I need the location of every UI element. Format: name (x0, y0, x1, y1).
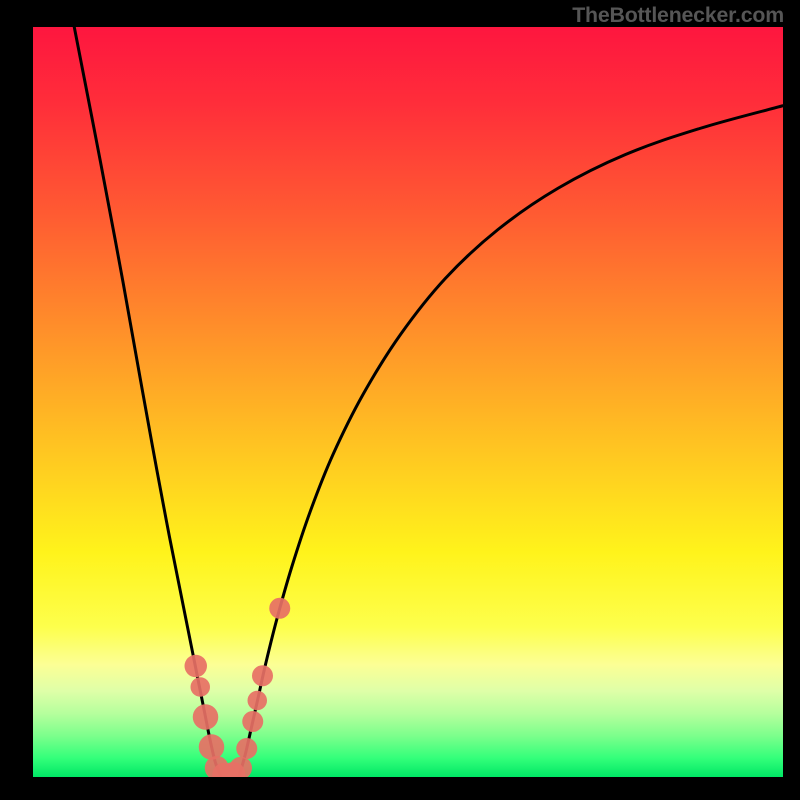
chart-stage: TheBottlenecker.com (0, 0, 800, 800)
data-marker (193, 704, 219, 730)
data-marker (269, 598, 290, 619)
chart-svg (33, 27, 783, 777)
data-marker (230, 757, 253, 777)
data-marker (185, 655, 208, 678)
data-marker (252, 665, 273, 686)
data-marker (191, 677, 211, 697)
data-marker (199, 734, 225, 760)
right-curve (239, 106, 783, 776)
data-marker (248, 691, 268, 711)
data-marker (236, 738, 257, 759)
plot-frame (33, 27, 783, 777)
data-marker (242, 711, 263, 732)
watermark-text: TheBottlenecker.com (572, 3, 784, 28)
